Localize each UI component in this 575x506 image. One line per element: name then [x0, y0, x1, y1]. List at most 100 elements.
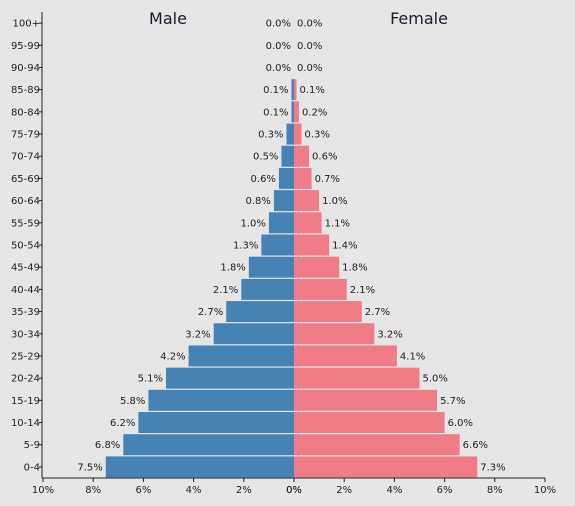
- female-value-label: 5.7%: [440, 396, 465, 407]
- y-tick-label: 20-24: [11, 374, 40, 385]
- female-bar: [294, 278, 347, 300]
- y-tick-label: 40-44: [11, 285, 40, 296]
- female-bar: [294, 167, 312, 189]
- male-bar: [291, 79, 294, 101]
- male-bar: [286, 123, 294, 145]
- male-bar: [138, 412, 294, 434]
- female-value-label: 1.0%: [322, 196, 347, 207]
- male-value-label: 0.0%: [266, 19, 291, 30]
- x-tick-label-female: 4%: [386, 485, 402, 496]
- y-tick-label: 10-14: [11, 418, 40, 429]
- female-bar: [294, 234, 330, 256]
- x-tick-label-male: 10%: [32, 485, 54, 496]
- male-bar: [248, 256, 294, 278]
- y-tick-label: 5-9: [24, 440, 40, 451]
- y-tick-label: 60-64: [11, 196, 40, 207]
- male-bar: [213, 323, 294, 345]
- x-tick-label-female: 10%: [534, 485, 556, 496]
- male-bar: [268, 212, 294, 234]
- female-bar: [294, 434, 460, 456]
- female-bar: [294, 367, 420, 389]
- male-bar: [148, 389, 294, 411]
- female-bar: [294, 301, 362, 323]
- male-value-label: 6.8%: [95, 440, 120, 451]
- y-tick-label: 45-49: [11, 263, 40, 274]
- male-value-label: 5.8%: [120, 396, 145, 407]
- male-value-label: 2.1%: [213, 285, 238, 296]
- male-bar: [278, 167, 294, 189]
- female-value-label: 7.3%: [480, 462, 505, 473]
- female-value-label: 1.1%: [325, 218, 350, 229]
- x-tick-label-female: 8%: [487, 485, 503, 496]
- y-tick-label: 75-79: [11, 130, 40, 141]
- y-tick-label: 30-34: [11, 329, 40, 340]
- female-bar: [294, 79, 297, 101]
- male-value-label: 0.5%: [253, 152, 278, 163]
- y-tick-label: 100+: [13, 19, 40, 30]
- male-bar: [281, 145, 294, 167]
- female-value-label: 0.3%: [305, 130, 330, 141]
- y-tick-label: 80-84: [11, 107, 40, 118]
- x-tick-label-male: 8%: [85, 485, 101, 496]
- y-tick-label: 50-54: [11, 241, 40, 252]
- male-bar: [241, 278, 294, 300]
- male-value-label: 0.8%: [246, 196, 271, 207]
- male-bar: [123, 434, 294, 456]
- x-tick-label-male: 6%: [135, 485, 151, 496]
- male-value-label: 1.0%: [240, 218, 265, 229]
- male-bar: [226, 301, 294, 323]
- x-tick-label-male: 2%: [236, 485, 252, 496]
- female-bar: [294, 101, 300, 123]
- female-value-label: 6.6%: [463, 440, 488, 451]
- female-value-label: 2.1%: [350, 285, 375, 296]
- female-value-label: 0.6%: [312, 152, 337, 163]
- male-value-label: 6.2%: [110, 418, 135, 429]
- y-tick-label: 95-99: [11, 41, 40, 52]
- y-tick-label: 85-89: [11, 85, 40, 96]
- female-bar: [294, 190, 320, 212]
- male-value-label: 4.2%: [160, 351, 185, 362]
- male-value-label: 7.5%: [77, 462, 102, 473]
- y-tick-label: 25-29: [11, 351, 40, 362]
- y-tick-label: 15-19: [11, 396, 40, 407]
- male-bar: [188, 345, 294, 367]
- female-bar: [294, 323, 375, 345]
- male-value-label: 1.3%: [233, 241, 258, 252]
- female-value-label: 1.4%: [332, 241, 357, 252]
- x-tick-label-female: 2%: [336, 485, 352, 496]
- female-value-label: 1.8%: [342, 263, 367, 274]
- male-value-label: 2.7%: [198, 307, 223, 318]
- female-bar: [294, 212, 322, 234]
- male-series-title: Male: [149, 9, 187, 28]
- male-value-label: 0.0%: [266, 41, 291, 52]
- male-value-label: 0.1%: [263, 107, 288, 118]
- y-tick-label: 90-94: [11, 63, 40, 74]
- y-tick-label: 55-59: [11, 218, 40, 229]
- male-bar: [105, 456, 294, 478]
- male-value-label: 1.8%: [220, 263, 245, 274]
- male-bar: [261, 234, 294, 256]
- male-bar: [165, 367, 294, 389]
- x-tick-label-female: 6%: [437, 485, 453, 496]
- female-value-label: 2.7%: [365, 307, 390, 318]
- male-value-label: 0.3%: [258, 130, 283, 141]
- female-bar: [294, 123, 302, 145]
- y-tick-label: 70-74: [11, 152, 40, 163]
- female-value-label: 0.7%: [315, 174, 340, 185]
- y-tick-label: 65-69: [11, 174, 40, 185]
- female-series-title: Female: [390, 9, 448, 28]
- male-value-label: 0.6%: [251, 174, 276, 185]
- female-bar: [294, 412, 445, 434]
- female-value-label: 4.1%: [400, 351, 425, 362]
- male-bar: [291, 101, 294, 123]
- male-value-label: 0.0%: [266, 63, 291, 74]
- x-tick-label-male: 0%: [286, 485, 302, 496]
- female-bar: [294, 345, 397, 367]
- y-tick-label: 0-4: [24, 462, 40, 473]
- female-value-label: 5.0%: [423, 374, 448, 385]
- female-bar: [294, 456, 478, 478]
- male-value-label: 3.2%: [185, 329, 210, 340]
- x-tick-label-female: 0%: [286, 485, 302, 496]
- male-value-label: 0.1%: [263, 85, 288, 96]
